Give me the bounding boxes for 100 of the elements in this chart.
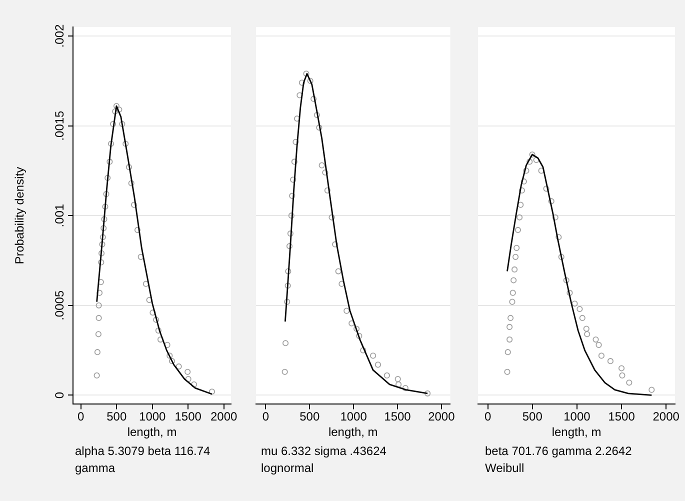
point xyxy=(558,254,564,260)
point xyxy=(94,372,100,379)
point xyxy=(556,234,562,240)
point xyxy=(155,328,162,334)
point xyxy=(607,358,614,364)
point xyxy=(106,158,113,165)
point xyxy=(282,368,288,375)
y-tick-label: .0005 xyxy=(52,290,66,320)
point xyxy=(101,216,108,222)
point xyxy=(395,381,402,388)
x-tick-label: 500 xyxy=(522,410,543,424)
x-tick-label: 0 xyxy=(262,410,270,424)
x-axis-title: length, m xyxy=(552,425,602,440)
point xyxy=(596,342,602,348)
x-tick-label: 1500 xyxy=(608,410,636,424)
point xyxy=(110,120,116,128)
point xyxy=(552,214,558,220)
x-tick-label: 1000 xyxy=(564,410,591,424)
point xyxy=(506,336,513,343)
point xyxy=(507,314,514,322)
point xyxy=(324,187,330,194)
point xyxy=(598,352,605,359)
text: lognormal xyxy=(261,460,315,477)
x-tick-label: 500 xyxy=(106,410,127,424)
x-tick-label: 1000 xyxy=(340,410,368,424)
point xyxy=(626,380,632,386)
text: mu 6.332 sigma .43624 xyxy=(261,443,386,460)
point xyxy=(128,180,134,186)
point xyxy=(112,108,118,114)
point xyxy=(153,316,160,323)
text: alpha 5.3079 beta 116.74 xyxy=(75,443,210,460)
point xyxy=(510,290,516,296)
point xyxy=(104,174,111,181)
point xyxy=(504,368,510,375)
point xyxy=(285,268,292,274)
x-tick-label: 1500 xyxy=(174,410,202,424)
point xyxy=(619,372,626,379)
text: gamma xyxy=(75,460,116,477)
point xyxy=(166,352,173,359)
point xyxy=(514,226,521,234)
x-axis-title: length, m xyxy=(127,425,177,440)
point xyxy=(95,331,102,338)
point xyxy=(99,241,106,248)
point xyxy=(122,140,129,147)
point xyxy=(287,230,294,237)
point xyxy=(102,204,108,210)
point xyxy=(370,352,376,359)
point xyxy=(303,70,310,77)
point xyxy=(190,381,198,388)
point xyxy=(516,214,523,220)
point xyxy=(103,190,110,198)
point xyxy=(96,302,102,308)
point xyxy=(572,300,578,307)
point xyxy=(543,186,550,192)
point xyxy=(318,162,325,168)
point xyxy=(185,376,192,382)
point xyxy=(360,347,366,354)
point xyxy=(98,250,105,256)
point xyxy=(131,202,138,208)
x-tick-label: 0 xyxy=(78,410,85,424)
point xyxy=(509,298,516,305)
point xyxy=(424,390,431,396)
point xyxy=(134,226,141,234)
point xyxy=(176,363,182,370)
point xyxy=(100,234,106,240)
x-tick-label: 2000 xyxy=(210,410,238,424)
point xyxy=(332,241,338,248)
point xyxy=(282,340,289,346)
point xyxy=(514,244,520,251)
point xyxy=(289,192,296,199)
point xyxy=(335,268,342,274)
point xyxy=(314,112,320,118)
point xyxy=(310,96,317,102)
point xyxy=(576,306,583,312)
point xyxy=(98,259,104,266)
x-axis-title: length, m xyxy=(328,425,378,440)
point xyxy=(563,277,570,284)
point xyxy=(566,290,573,296)
point xyxy=(592,336,599,343)
point xyxy=(96,290,103,296)
point xyxy=(291,158,298,165)
point xyxy=(164,342,170,348)
x-tick-label: 0 xyxy=(484,410,492,424)
point xyxy=(96,314,102,322)
point xyxy=(356,332,362,339)
point xyxy=(119,120,126,128)
point xyxy=(290,176,296,183)
point xyxy=(126,164,132,170)
point xyxy=(518,187,525,194)
point xyxy=(100,225,107,232)
point xyxy=(108,140,114,147)
point xyxy=(98,279,104,286)
x-tick-label: 500 xyxy=(300,410,320,424)
point xyxy=(618,365,625,372)
point xyxy=(526,158,533,165)
point xyxy=(208,388,216,395)
point xyxy=(284,282,291,289)
point xyxy=(548,198,554,204)
x-tick-label: 2000 xyxy=(652,410,680,424)
point xyxy=(113,102,120,110)
